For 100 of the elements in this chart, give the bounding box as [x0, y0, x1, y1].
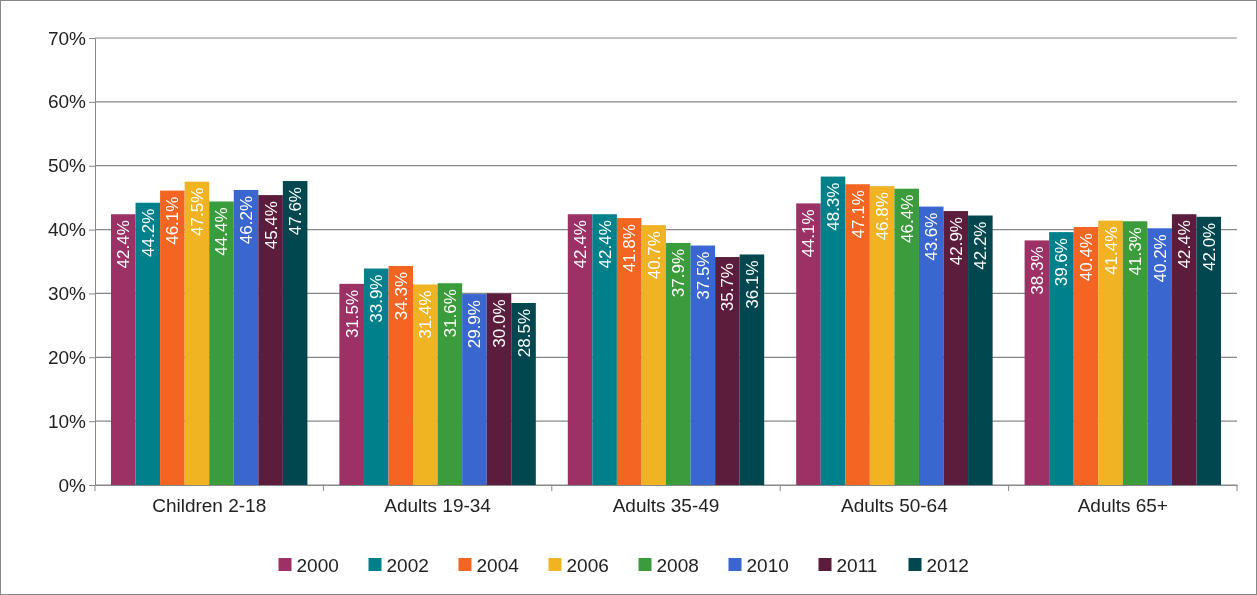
y-tick-label: 10% — [47, 410, 87, 432]
bar — [413, 284, 438, 485]
bar — [110, 214, 136, 485]
legend-label: 2006 — [566, 555, 609, 576]
bar — [1147, 228, 1172, 485]
bar — [282, 181, 308, 485]
data-label: 45.4% — [261, 201, 281, 250]
legend-label: 2011 — [836, 555, 878, 576]
bar — [258, 195, 283, 485]
bar — [894, 188, 919, 485]
bar — [641, 225, 666, 485]
data-label: 47.5% — [187, 187, 207, 236]
data-label: 44.1% — [799, 209, 819, 258]
data-label: 47.6% — [286, 187, 306, 236]
x-tick-label: Adults 50-64 — [841, 495, 949, 517]
data-label: 31.6% — [440, 289, 460, 338]
data-label: 37.5% — [693, 251, 713, 300]
legend-label: 2008 — [656, 555, 699, 576]
bar — [1098, 220, 1123, 485]
data-label: 31.5% — [342, 289, 362, 339]
bar — [437, 283, 463, 485]
data-label: 38.3% — [1027, 246, 1047, 295]
bar — [943, 211, 969, 485]
data-label: 41.3% — [1126, 227, 1146, 276]
bar — [233, 189, 259, 485]
bar — [715, 257, 740, 485]
bar — [388, 265, 414, 485]
data-label: 42.4% — [114, 220, 134, 269]
y-tick-label: 60% — [47, 91, 87, 113]
legend-label: 2002 — [386, 555, 429, 576]
data-label: 34.3% — [391, 271, 411, 321]
legend-label: 2010 — [746, 555, 789, 576]
data-label: 37.9% — [669, 248, 689, 298]
data-label: 46.1% — [163, 196, 183, 245]
data-label: 40.2% — [1150, 234, 1170, 283]
y-tick-label: 40% — [47, 219, 87, 241]
data-label: 40.7% — [644, 231, 664, 280]
y-tick-label: 20% — [47, 346, 87, 368]
bar — [820, 176, 846, 485]
bar — [968, 215, 993, 485]
data-label: 42.2% — [971, 221, 991, 270]
legend-label: 2012 — [926, 555, 969, 576]
bar — [796, 203, 821, 485]
bar — [1122, 221, 1148, 485]
bar — [592, 214, 617, 485]
bar — [739, 254, 765, 485]
y-tick-label: 0% — [58, 474, 87, 496]
data-label: 29.9% — [465, 300, 485, 349]
bar — [1024, 240, 1050, 485]
data-label: 40.4% — [1076, 233, 1096, 282]
bar — [1171, 214, 1197, 485]
legend-label: 2000 — [296, 555, 339, 576]
bar — [666, 242, 691, 485]
bar — [918, 206, 944, 485]
bar — [135, 202, 161, 485]
data-label: 46.8% — [873, 192, 893, 241]
bar — [845, 184, 870, 485]
data-label: 47.1% — [848, 190, 868, 239]
bar — [1049, 232, 1074, 485]
data-label: 42.4% — [1175, 220, 1195, 269]
bar — [462, 294, 487, 485]
data-label: 35.7% — [718, 263, 738, 312]
data-label: 44.2% — [138, 208, 158, 257]
data-label: 43.6% — [922, 212, 942, 261]
data-label: 42.0% — [1199, 222, 1219, 271]
x-tick-label: Adults 65+ — [1077, 495, 1168, 517]
bar — [486, 293, 512, 485]
bar — [869, 186, 895, 485]
bar — [567, 214, 593, 485]
bar — [363, 268, 389, 485]
data-label: 48.3% — [824, 182, 844, 231]
bar — [160, 190, 185, 485]
x-tick-label: Children 2-18 — [152, 495, 267, 517]
y-tick-label: 30% — [47, 283, 87, 305]
data-label: 36.1% — [742, 260, 762, 309]
x-tick-label: Adults 19-34 — [384, 495, 492, 517]
bar — [1196, 216, 1222, 485]
data-label: 46.2% — [237, 195, 257, 245]
data-label: 41.8% — [620, 224, 640, 273]
data-label: 42.4% — [571, 220, 591, 269]
x-tick-label: Adults 35-49 — [612, 495, 720, 517]
data-label: 46.4% — [897, 194, 917, 243]
bar — [1073, 227, 1099, 485]
bar — [616, 218, 642, 485]
legend-label: 2004 — [476, 555, 520, 576]
data-label: 31.4% — [416, 290, 436, 339]
data-label: 33.9% — [367, 274, 387, 323]
y-tick-label: 50% — [47, 155, 87, 177]
bar — [209, 201, 234, 485]
data-label: 41.4% — [1101, 226, 1121, 275]
data-label: 44.4% — [212, 207, 232, 256]
bar — [511, 303, 536, 485]
data-label: 39.6% — [1052, 238, 1072, 287]
bar — [184, 181, 210, 485]
bar — [339, 283, 364, 485]
data-label: 28.5% — [514, 309, 534, 358]
bar — [690, 245, 716, 485]
data-label: 42.4% — [595, 220, 615, 269]
data-label: 30.0% — [489, 299, 509, 348]
y-tick-label: 70% — [47, 27, 87, 49]
